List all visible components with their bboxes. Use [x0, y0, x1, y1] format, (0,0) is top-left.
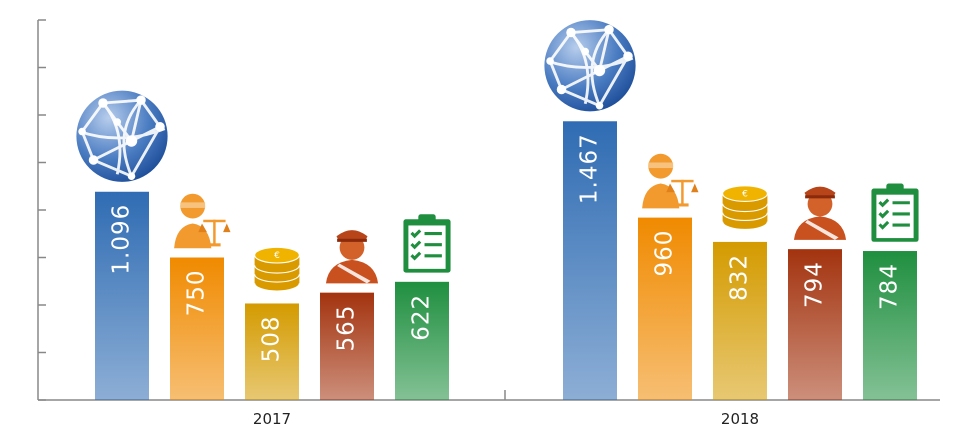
icon — [794, 187, 846, 240]
icon — [544, 20, 635, 111]
value-label: 622 — [409, 294, 435, 341]
value-label: 832 — [727, 254, 753, 301]
chart: € 1.09675050856562220171.467960832794784… — [0, 0, 954, 439]
icon — [871, 184, 918, 242]
value-label: 750 — [184, 270, 210, 317]
icon — [403, 214, 450, 272]
icon — [255, 247, 300, 291]
value-label: 1.467 — [577, 133, 603, 204]
icon — [723, 186, 768, 230]
icon — [642, 154, 698, 209]
value-label: 1.096 — [109, 204, 135, 275]
icon — [174, 194, 230, 249]
value-label: 508 — [259, 315, 285, 362]
icon — [326, 230, 378, 283]
value-label: 784 — [877, 263, 903, 310]
value-label: 960 — [652, 230, 678, 277]
icon — [76, 91, 167, 182]
x-tick-label: 2017 — [253, 410, 291, 428]
value-label: 565 — [334, 305, 360, 352]
value-label: 794 — [802, 261, 828, 308]
x-tick-label: 2018 — [721, 410, 759, 428]
